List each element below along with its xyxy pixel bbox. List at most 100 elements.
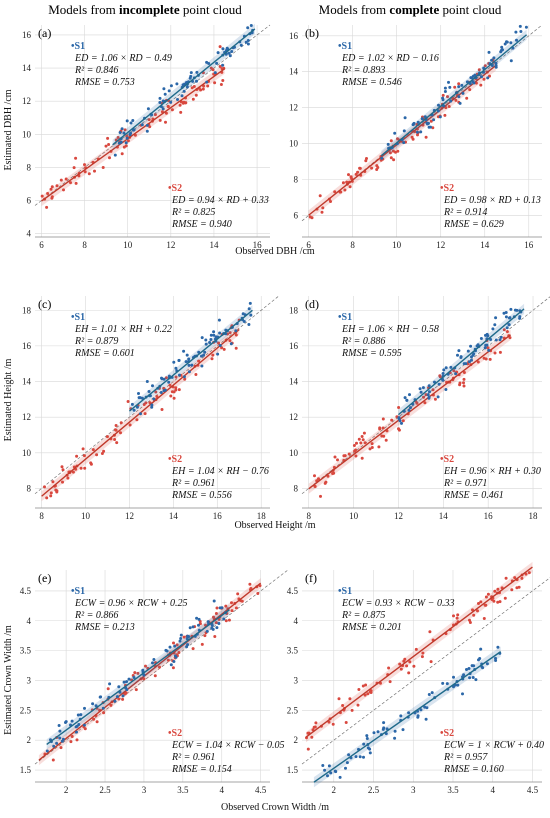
s2-point — [51, 480, 55, 484]
s2-point — [410, 135, 414, 139]
s2-point — [220, 346, 224, 350]
s2-point — [199, 88, 203, 92]
s2-point — [164, 376, 168, 380]
s2-point — [477, 68, 481, 72]
s1-point — [376, 730, 380, 734]
s2-point — [214, 612, 218, 615]
s2-point — [382, 434, 386, 438]
s2-point — [174, 386, 178, 390]
s2-point — [517, 585, 521, 589]
s1-point — [484, 343, 488, 347]
s2-point — [227, 618, 231, 622]
s1-point — [159, 391, 163, 394]
s1-point — [221, 47, 225, 51]
s1-point — [139, 412, 142, 416]
s2-point — [402, 659, 406, 663]
s1-point — [125, 136, 129, 140]
s1-r-squared: R² = 0.866 — [74, 610, 118, 621]
s1-point — [411, 123, 415, 127]
s2-point — [105, 435, 109, 439]
s2-point — [343, 188, 347, 192]
s1-point — [509, 59, 513, 63]
s2-point — [240, 599, 244, 603]
s1-point — [437, 103, 440, 107]
s1-point — [505, 326, 509, 330]
y-tick-label: 12 — [289, 412, 298, 422]
s2-point — [126, 139, 130, 143]
s1-point — [424, 717, 428, 721]
s2-point — [333, 190, 337, 194]
s2-point — [218, 45, 222, 49]
s1-point — [207, 62, 211, 65]
s2-rmse: RMSE = 0.154 — [171, 764, 232, 775]
s2-point — [224, 604, 228, 608]
s1-point — [366, 746, 370, 750]
s2-point — [191, 647, 195, 651]
s1-point — [185, 85, 189, 89]
y-tick-label: 10 — [22, 129, 32, 139]
s1-legend-label: •S1 — [71, 586, 85, 597]
s1-point — [150, 403, 154, 407]
s1-point — [182, 375, 186, 379]
s2-point — [160, 408, 164, 411]
x-tick-label: 12 — [125, 511, 134, 521]
s2-point — [144, 401, 148, 405]
s1-point — [443, 90, 447, 93]
s2-point — [234, 333, 238, 337]
s1-point — [162, 87, 166, 91]
s2-point — [358, 166, 362, 170]
s2-point — [483, 603, 487, 607]
s2-point — [106, 136, 110, 140]
x-tick-label: 14 — [480, 240, 490, 250]
s1-point — [119, 140, 123, 144]
s1-point — [217, 318, 221, 322]
s2-point — [91, 448, 95, 452]
s1-point — [239, 43, 243, 47]
s1-point — [403, 116, 407, 120]
s1-point — [187, 370, 191, 374]
s1-point — [472, 81, 476, 85]
s1-point — [441, 372, 445, 375]
s1-point — [55, 741, 59, 745]
s2-point — [420, 655, 424, 659]
x-tick-label: 10 — [392, 240, 402, 250]
s2-point — [493, 351, 497, 355]
s2-point — [194, 373, 198, 376]
s1-point — [129, 121, 133, 125]
s1-point — [230, 50, 234, 53]
s2-point — [72, 166, 76, 170]
s1-fit-line — [380, 34, 528, 157]
s1-legend-label: •S1 — [338, 312, 352, 323]
s2-point — [153, 674, 157, 678]
s1-point — [365, 737, 369, 740]
s1-point — [221, 63, 225, 67]
s2-point — [230, 609, 234, 613]
s1-rmse: RMSE = 0.546 — [341, 77, 402, 88]
s2-point — [348, 697, 352, 701]
s2-point — [331, 472, 335, 475]
s1-point — [524, 25, 528, 29]
s2-point — [431, 126, 435, 130]
s2-point — [228, 339, 232, 343]
s2-point — [452, 614, 455, 618]
s2-point — [424, 393, 428, 397]
s1-point — [487, 50, 491, 54]
s1-point — [326, 774, 329, 778]
s2-legend-label: •S2 — [168, 728, 182, 739]
s2-point — [45, 205, 49, 209]
s2-point — [388, 680, 392, 684]
s2-point — [321, 206, 325, 210]
panel-letter: (d) — [305, 297, 319, 311]
panel-letter: (b) — [305, 26, 319, 40]
s2-point — [458, 381, 462, 385]
s2-point — [183, 377, 187, 381]
s2-point — [453, 85, 457, 89]
s1-point — [474, 678, 478, 682]
s2-point — [95, 453, 99, 457]
s2-point — [74, 181, 78, 185]
s1-fit-line — [313, 651, 502, 783]
s1-point — [242, 320, 246, 323]
s2-point — [396, 149, 400, 153]
x-tick-label: 8 — [306, 511, 311, 521]
s2-point — [230, 601, 233, 605]
